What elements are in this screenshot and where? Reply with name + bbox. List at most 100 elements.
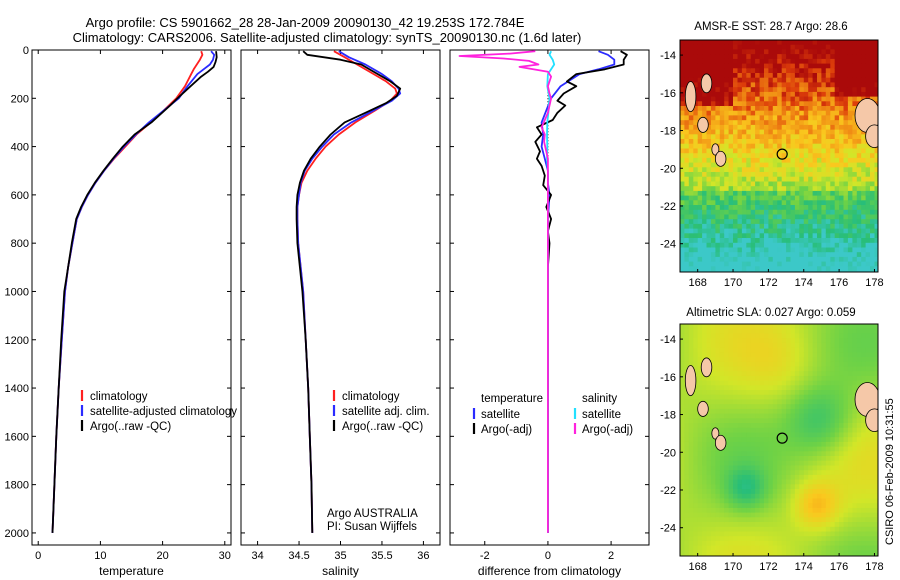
heatmap-cell [790,526,796,533]
heatmap-cell [821,256,827,263]
heatmap-cell [812,418,818,424]
heatmap-cell [808,484,814,490]
heatmap-cell [697,498,703,504]
heatmap-cell [790,517,796,523]
heatmap-cell [808,352,814,358]
heatmap-cell [839,209,845,216]
heatmap-cell [772,470,778,476]
heatmap-cell [710,366,716,372]
heatmap-cell [706,536,712,542]
heatmap-cell [870,456,875,462]
heatmap-cell [781,375,787,382]
heatmap-cell [710,96,716,102]
heatmap-cell [808,120,814,126]
heatmap-cell [786,256,792,263]
heatmap-cell [799,489,805,495]
heatmap-cell [847,195,853,201]
heatmap-cell [834,157,840,164]
heatmap-cell [852,181,858,187]
heatmap-cell [839,153,845,159]
heatmap-cell [839,40,845,46]
heatmap-cell [794,223,800,230]
heatmap-cell [697,451,703,457]
heatmap-cell [803,58,809,65]
heatmap-cell [803,423,809,429]
heatmap-cell [781,342,787,349]
heatmap-cell [697,82,703,88]
heatmap-cell [803,432,809,438]
heatmap-cell [728,427,734,433]
heatmap-cell [790,176,796,182]
heatmap-cell [702,49,708,55]
heatmap-cell [856,148,862,154]
heatmap-cell [777,470,783,476]
heatmap-cell [786,456,792,462]
heatmap-cell [746,361,752,367]
x-tick-label: -2 [480,550,490,562]
heatmap-cell [861,242,867,249]
heatmap-cell [759,233,765,239]
heatmap-cell [728,68,734,74]
heatmap-cell [715,252,721,258]
heatmap-cell [834,261,840,267]
heatmap-cell [852,172,858,178]
heatmap-cell [764,441,769,448]
heatmap-cell [843,58,849,65]
heatmap-cell [843,120,849,126]
heatmap-cell [825,324,831,330]
heatmap-cell [874,432,878,438]
heatmap-cell [710,91,716,98]
heatmap-cell [724,252,730,258]
heatmap-cell [697,361,703,367]
heatmap-cell [719,223,725,230]
heatmap-cell [861,361,867,367]
heatmap-cell [790,479,796,485]
heatmap-cell [839,106,845,112]
heatmap-cell [772,408,778,415]
heatmap-cell [764,404,769,410]
heatmap-cell [684,172,690,178]
heatmap-cell [719,545,725,551]
heatmap-cell [724,423,730,429]
heatmap-cell [693,233,699,239]
heatmap-cell [821,238,827,244]
heatmap-cell [728,451,734,457]
heatmap-cell [843,186,849,192]
heatmap-cell [768,181,774,187]
heatmap-cell [799,110,805,116]
heatmap-cell [706,375,712,382]
heatmap-cell [741,247,747,253]
heatmap-cell [710,380,716,386]
heatmap-cell [808,68,814,74]
heatmap-cell [680,68,685,74]
heatmap-cell [768,512,774,518]
heatmap-cell [733,522,738,528]
heatmap-cell [830,261,836,267]
heatmap-cell [772,399,778,405]
heatmap-cell [759,77,765,83]
heatmap-cell [799,134,805,140]
heatmap-cell [733,540,738,547]
heatmap-cell [808,247,814,253]
heatmap-cell [684,460,690,466]
heatmap-cell [856,550,862,556]
heatmap-cell [680,238,685,244]
heatmap-cell [781,63,787,69]
heatmap-cell [834,437,840,443]
heatmap-cell [847,186,853,192]
heatmap-cell [794,404,800,410]
heatmap-cell [728,129,734,135]
heatmap-cell [821,456,827,462]
heatmap-cell [834,338,840,344]
heatmap-cell [710,242,716,249]
y-tick-label: 1200 [5,335,29,347]
heatmap-cell [755,338,761,344]
heatmap-cell [847,522,853,528]
heatmap-cell [786,479,792,485]
heatmap-cell [741,333,747,339]
heatmap-cell [861,200,867,206]
heatmap-cell [764,82,769,88]
heatmap-cell [684,437,690,443]
heatmap-cell [755,106,761,112]
heatmap-cell [746,418,752,424]
